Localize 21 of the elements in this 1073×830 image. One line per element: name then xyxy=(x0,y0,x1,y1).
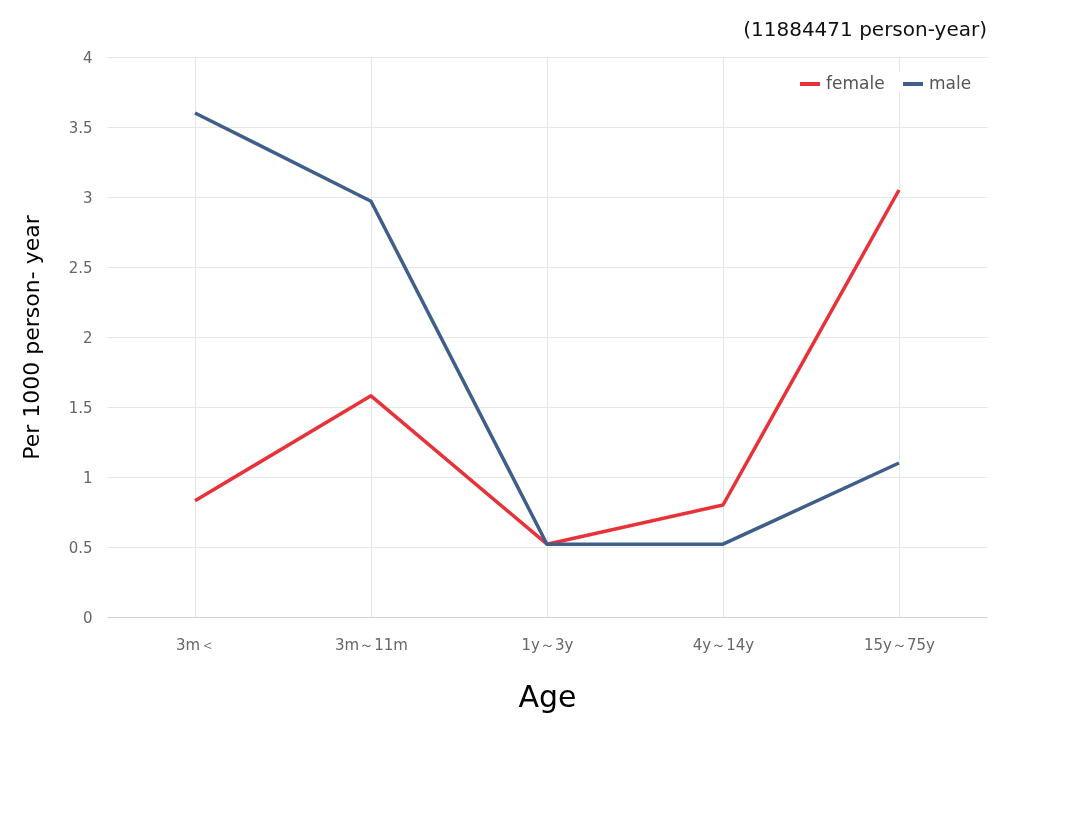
y-tick-label: 1 xyxy=(82,468,93,487)
x-axis-title: Age xyxy=(518,678,577,714)
line-series xyxy=(193,111,901,546)
y-tick-label: 4 xyxy=(82,48,93,67)
x-tick-label: 1y～3y xyxy=(521,635,574,654)
y-tick-label: 3.5 xyxy=(68,118,93,137)
y-tick-label: 2.5 xyxy=(68,258,93,277)
x-tick-label: 3m＜ xyxy=(175,635,216,654)
y-tick-label: 1.5 xyxy=(68,398,93,417)
y-tick-label: 2 xyxy=(82,328,93,347)
line-series xyxy=(193,188,901,546)
x-tick-label: 4y～14y xyxy=(692,635,755,654)
text: (11884471 person-year) xyxy=(743,17,987,41)
legend-label: male xyxy=(929,73,972,93)
legend-label: female xyxy=(826,73,885,93)
x-tick-label: 3m～11m xyxy=(335,635,408,654)
y-tick-label: 0.5 xyxy=(68,538,93,557)
x-tick-label: 15y～75y xyxy=(864,635,936,654)
y-tick-label: 3 xyxy=(82,188,93,207)
y-tick-label: 0 xyxy=(82,608,93,627)
y-axis-title: Per 1000 person- year xyxy=(18,214,44,460)
